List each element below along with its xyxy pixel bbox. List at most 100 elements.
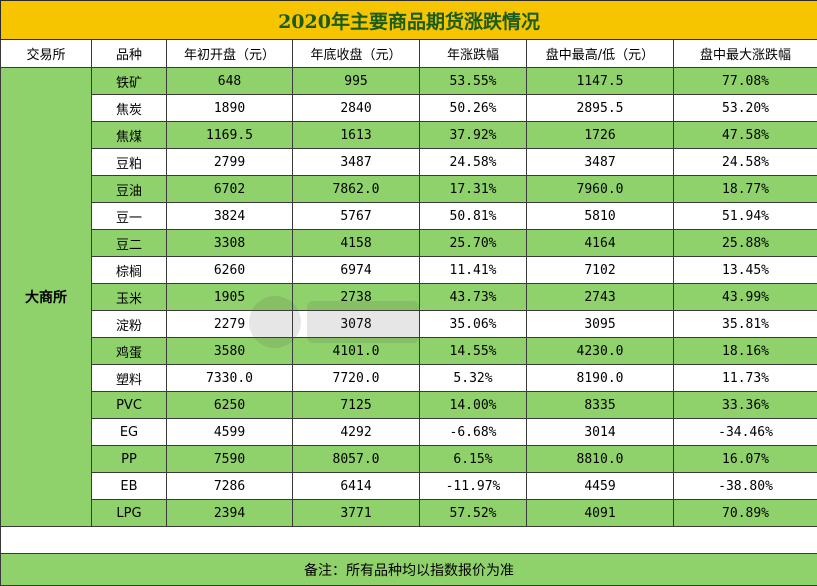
close-cell: 7125 — [293, 392, 420, 419]
max-change-cell: 51.94% — [674, 203, 817, 230]
max-change-cell: 18.77% — [674, 176, 817, 203]
variety-cell: 豆粕 — [92, 149, 167, 176]
variety-cell: 豆一 — [92, 203, 167, 230]
max-change-cell: 53.20% — [674, 95, 817, 122]
header-max-change: 盘中最大涨跌幅 — [674, 40, 817, 68]
change-cell: 37.92% — [420, 122, 527, 149]
close-cell: 3078 — [293, 311, 420, 338]
variety-cell: 鸡蛋 — [92, 338, 167, 365]
close-cell: 4292 — [293, 419, 420, 446]
change-cell: 11.41% — [420, 257, 527, 284]
max-change-cell: -34.46% — [674, 419, 817, 446]
exchange-cell: 大商所 — [1, 68, 92, 527]
change-cell: -11.97% — [420, 473, 527, 500]
open-cell: 6250 — [167, 392, 293, 419]
open-cell: 2799 — [167, 149, 293, 176]
high-low-cell: 4230.0 — [527, 338, 674, 365]
variety-cell: 棕榈 — [92, 257, 167, 284]
change-cell: 50.81% — [420, 203, 527, 230]
high-low-cell: 3014 — [527, 419, 674, 446]
max-change-cell: 11.73% — [674, 365, 817, 392]
high-low-cell: 1147.5 — [527, 68, 674, 95]
header-exchange: 交易所 — [1, 40, 92, 68]
close-cell: 4101.0 — [293, 338, 420, 365]
change-cell: 5.32% — [420, 365, 527, 392]
high-low-cell: 2895.5 — [527, 95, 674, 122]
header-high-low: 盘中最高/低（元） — [527, 40, 674, 68]
open-cell: 6260 — [167, 257, 293, 284]
high-low-cell: 2743 — [527, 284, 674, 311]
change-cell: 53.55% — [420, 68, 527, 95]
change-cell: 6.15% — [420, 446, 527, 473]
high-low-cell: 4459 — [527, 473, 674, 500]
max-change-cell: -38.80% — [674, 473, 817, 500]
close-cell: 3771 — [293, 500, 420, 527]
high-low-cell: 5810 — [527, 203, 674, 230]
high-low-cell: 8810.0 — [527, 446, 674, 473]
change-cell: 50.26% — [420, 95, 527, 122]
table-title: 2020年主要商品期货涨跌情况 — [1, 1, 817, 40]
variety-cell: 焦炭 — [92, 95, 167, 122]
high-low-cell: 8335 — [527, 392, 674, 419]
header-variety: 品种 — [92, 40, 167, 68]
high-low-cell: 7102 — [527, 257, 674, 284]
max-change-cell: 18.16% — [674, 338, 817, 365]
high-low-cell: 3487 — [527, 149, 674, 176]
open-cell: 2279 — [167, 311, 293, 338]
change-cell: 14.00% — [420, 392, 527, 419]
open-cell: 7330.0 — [167, 365, 293, 392]
close-cell: 3487 — [293, 149, 420, 176]
open-cell: 2394 — [167, 500, 293, 527]
close-cell: 995 — [293, 68, 420, 95]
max-change-cell: 47.58% — [674, 122, 817, 149]
close-cell: 1613 — [293, 122, 420, 149]
max-change-cell: 25.88% — [674, 230, 817, 257]
open-cell: 1890 — [167, 95, 293, 122]
max-change-cell: 13.45% — [674, 257, 817, 284]
high-low-cell: 7960.0 — [527, 176, 674, 203]
close-cell: 5767 — [293, 203, 420, 230]
high-low-cell: 3095 — [527, 311, 674, 338]
variety-cell: 铁矿 — [92, 68, 167, 95]
change-cell: 25.70% — [420, 230, 527, 257]
title-row: 2020年主要商品期货涨跌情况 — [1, 1, 817, 40]
variety-cell: LPG — [92, 500, 167, 527]
close-cell: 2840 — [293, 95, 420, 122]
change-cell: 35.06% — [420, 311, 527, 338]
open-cell: 1169.5 — [167, 122, 293, 149]
close-cell: 8057.0 — [293, 446, 420, 473]
variety-cell: 玉米 — [92, 284, 167, 311]
max-change-cell: 24.58% — [674, 149, 817, 176]
max-change-cell: 35.81% — [674, 311, 817, 338]
max-change-cell: 33.36% — [674, 392, 817, 419]
close-cell: 2738 — [293, 284, 420, 311]
close-cell: 7862.0 — [293, 176, 420, 203]
max-change-cell: 70.89% — [674, 500, 817, 527]
header-close: 年底收盘（元） — [293, 40, 420, 68]
variety-cell: PP — [92, 446, 167, 473]
open-cell: 6702 — [167, 176, 293, 203]
variety-cell: 塑料 — [92, 365, 167, 392]
header-row: 交易所 品种 年初开盘（元） 年底收盘（元） 年涨跌幅 盘中最高/低（元） 盘中… — [1, 40, 817, 68]
open-cell: 648 — [167, 68, 293, 95]
footnote: 备注：所有品种均以指数报价为准 — [1, 554, 817, 586]
change-cell: 14.55% — [420, 338, 527, 365]
variety-cell: 豆油 — [92, 176, 167, 203]
open-cell: 1905 — [167, 284, 293, 311]
change-cell: 57.52% — [420, 500, 527, 527]
